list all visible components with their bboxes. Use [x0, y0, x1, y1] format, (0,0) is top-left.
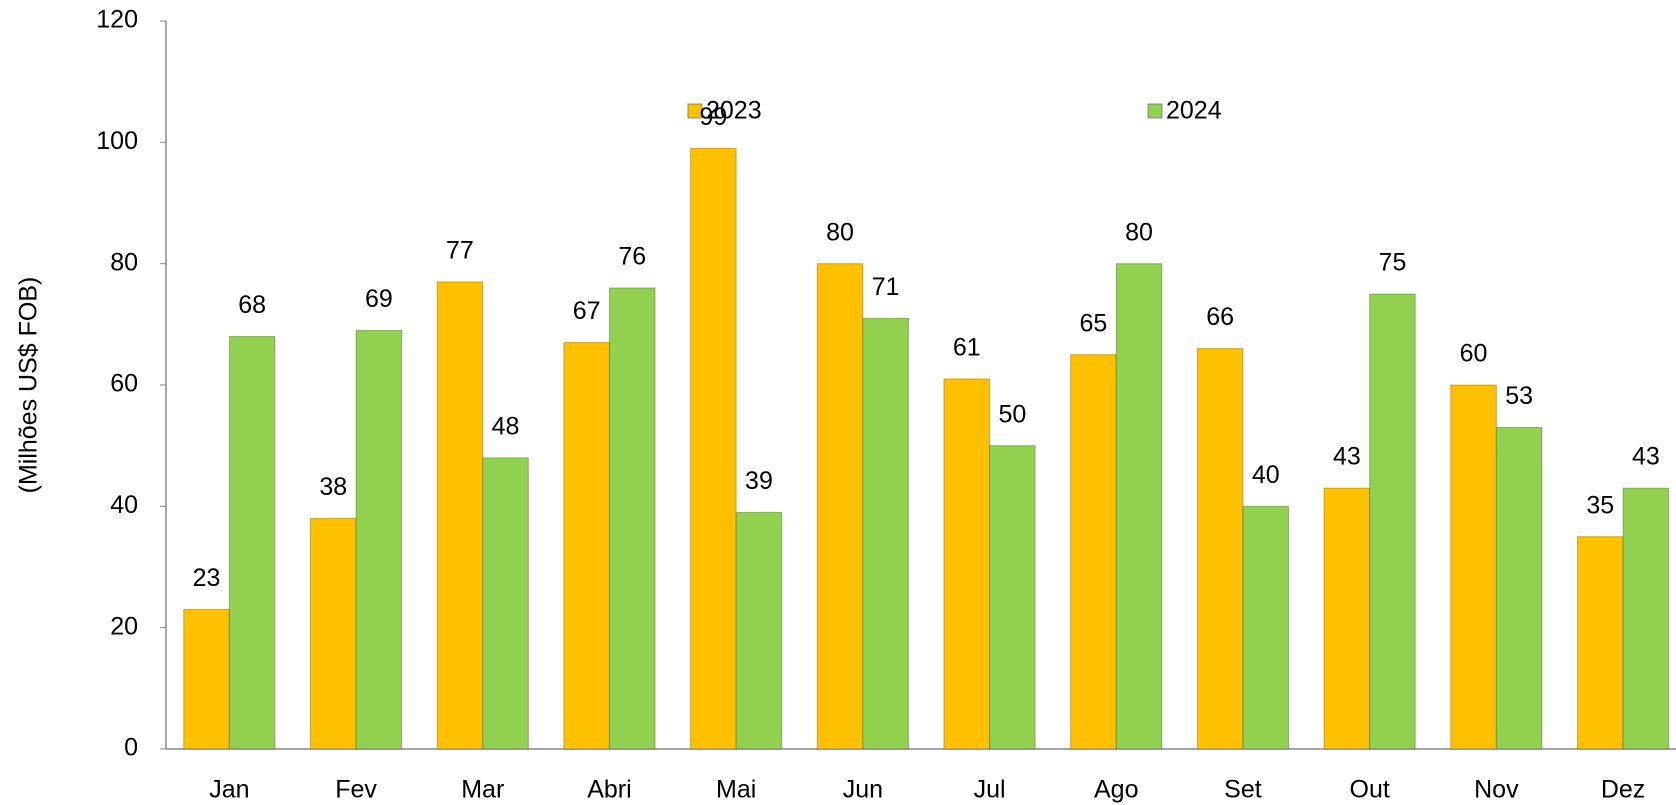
bar [563, 342, 610, 750]
x-tick-label: Jan [209, 776, 249, 804]
bar [1369, 293, 1416, 750]
value-label: 75 [1379, 249, 1407, 277]
x-tick-label: Abri [587, 776, 631, 804]
x-tick-label: Jun [843, 776, 883, 804]
value-label: 48 [492, 412, 520, 440]
y-tick-label: 0 [124, 734, 138, 762]
bar [1115, 263, 1163, 750]
bar [482, 457, 529, 750]
y-axis-label: (Milhões US$ FOB) [15, 277, 43, 494]
y-tick-label: 40 [110, 491, 138, 519]
value-label: 66 [1206, 303, 1234, 331]
value-label: 80 [1125, 218, 1153, 246]
value-label: 40 [1252, 461, 1280, 489]
x-tick-label: Nov [1474, 776, 1519, 804]
value-label: 38 [319, 473, 347, 501]
legend-swatch [687, 103, 703, 119]
bar [1196, 348, 1244, 750]
value-label: 43 [1333, 443, 1361, 471]
bar [309, 517, 357, 750]
value-label: 23 [193, 564, 221, 592]
value-label: 80 [826, 218, 854, 246]
value-label: 39 [745, 467, 773, 495]
bar [735, 511, 783, 750]
bar [355, 329, 403, 750]
bar [816, 263, 864, 750]
x-tick-label: Ago [1094, 776, 1138, 804]
x-tick-label: Mai [716, 776, 756, 804]
value-label: 60 [1460, 340, 1488, 368]
x-tick-label: Set [1224, 776, 1262, 804]
bar [1323, 487, 1371, 750]
x-tick-label: Dez [1601, 776, 1645, 804]
x-tick-label: Out [1350, 776, 1390, 804]
value-label: 50 [998, 400, 1026, 428]
legend-label: 2024 [1166, 97, 1222, 125]
bar [690, 147, 737, 750]
value-label: 35 [1586, 491, 1614, 519]
bar [943, 378, 991, 750]
y-tick-label: 20 [110, 612, 138, 640]
value-label: 68 [238, 291, 266, 319]
bar [1622, 487, 1670, 750]
x-tick-label: Jul [974, 776, 1006, 804]
y-tick-label: 100 [96, 127, 138, 155]
bar [1576, 536, 1624, 750]
x-tick-label: Fev [335, 776, 377, 804]
legend-label: 2023 [706, 97, 762, 125]
value-label: 76 [618, 243, 646, 271]
value-label: 53 [1505, 382, 1533, 410]
value-label: 43 [1632, 443, 1660, 471]
bar [1242, 505, 1290, 750]
bar [1495, 426, 1543, 750]
bar [1450, 384, 1497, 750]
bar [183, 608, 230, 750]
value-label: 77 [446, 236, 474, 264]
bar [608, 287, 656, 750]
y-tick-label: 120 [96, 6, 138, 34]
value-label: 71 [872, 273, 900, 301]
value-label: 69 [365, 285, 393, 313]
value-label: 67 [573, 297, 601, 325]
value-label: 99 [699, 103, 727, 131]
legend-swatch [1147, 103, 1163, 119]
y-tick-label: 60 [110, 370, 138, 398]
bar [989, 445, 1036, 750]
y-tick-label: 80 [110, 248, 138, 276]
bar [1070, 354, 1117, 750]
bar [862, 317, 909, 750]
bar [228, 335, 276, 750]
value-label: 65 [1080, 309, 1108, 337]
value-label: 61 [953, 334, 981, 362]
bar [436, 281, 484, 750]
x-tick-label: Mar [461, 776, 504, 804]
